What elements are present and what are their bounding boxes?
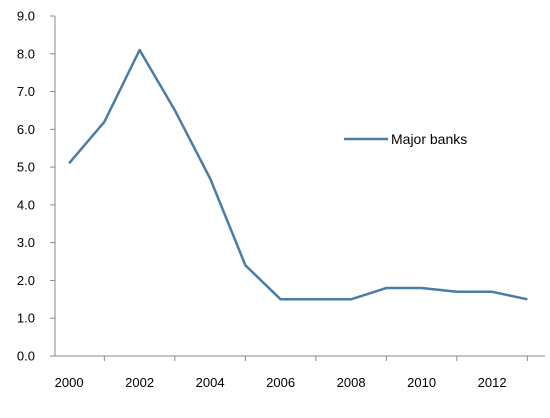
x-tick-label: 2012 [478,375,507,390]
x-tick-label: 2000 [55,375,84,390]
x-axis: 2000 2002 2004 2006 2008 2010 2012 [55,355,545,390]
x-tick-label: 2004 [196,375,225,390]
x-tick-label: 2002 [125,375,154,390]
y-tick-label: 7.0 [17,84,35,99]
legend-label-major-banks: Major banks [391,131,467,147]
y-tick-label: 1.0 [17,311,35,326]
y-tick-label: 8.0 [17,46,35,61]
series-layer [68,48,528,301]
y-tick-label: 9.0 [17,9,35,24]
y-tick-label: 3.0 [17,235,35,250]
y-tick-label: 0.0 [17,349,35,364]
y-tick-label: 6.0 [17,122,35,137]
y-axis: 0.0 1.0 2.0 3.0 4.0 5.0 6.0 7.0 8.0 9.0 [17,9,56,364]
x-tick-label: 2006 [266,375,295,390]
legend: Major banks [344,131,467,147]
y-tick-label: 4.0 [17,197,35,212]
y-tick-label: 2.0 [17,273,35,288]
series-line-major-banks [68,48,528,301]
y-tick-label: 5.0 [17,160,35,175]
x-tick-label: 2008 [337,375,366,390]
x-tick-label: 2010 [407,375,436,390]
